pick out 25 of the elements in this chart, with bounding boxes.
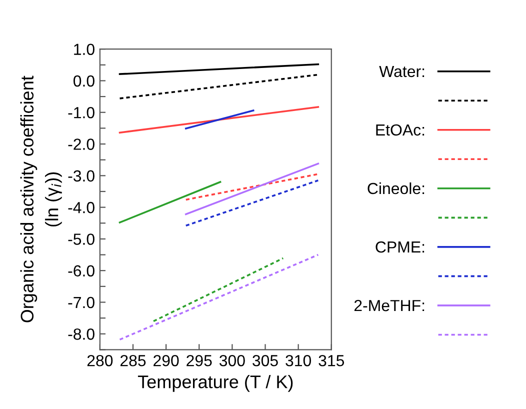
y-tick-label: -5.0 — [68, 234, 94, 245]
x-axis-title: Temperature (T / K) — [138, 375, 293, 392]
x-tick-label: 290 — [154, 354, 179, 366]
x-tick-label: 300 — [219, 354, 245, 366]
x-tick-label: 280 — [87, 354, 113, 366]
legend-label: Cineole: — [368, 182, 424, 194]
y-tick-label: -1.0 — [68, 107, 94, 118]
x-tick-label: 310 — [286, 354, 312, 366]
x-tick-label: 285 — [120, 354, 146, 366]
x-tick-label: 315 — [318, 354, 344, 366]
legend-label: EtOAc: — [376, 124, 424, 136]
y-tick-label: 1.0 — [74, 44, 94, 56]
y-tick-label: -4.0 — [68, 202, 94, 214]
y-tick-label: -6.0 — [68, 265, 94, 277]
y-tick-label: -8.0 — [68, 328, 94, 340]
legend-label: Water: — [379, 66, 424, 78]
legend-label: 2-MeTHF: — [354, 300, 424, 312]
legend-label: CPME: — [376, 241, 424, 253]
y-tick-label: -3.0 — [68, 170, 94, 182]
x-tick-label: 305 — [252, 354, 278, 366]
y-tick-label: 0.0 — [74, 75, 94, 87]
y-axis-title: Organic acid activity coefficient (ln (γ$_{i}$)) — [20, 76, 62, 322]
y-tick-label: -7.0 — [68, 296, 94, 308]
x-tick-label: 295 — [186, 354, 212, 366]
y-tick-label: -2.0 — [68, 138, 94, 150]
